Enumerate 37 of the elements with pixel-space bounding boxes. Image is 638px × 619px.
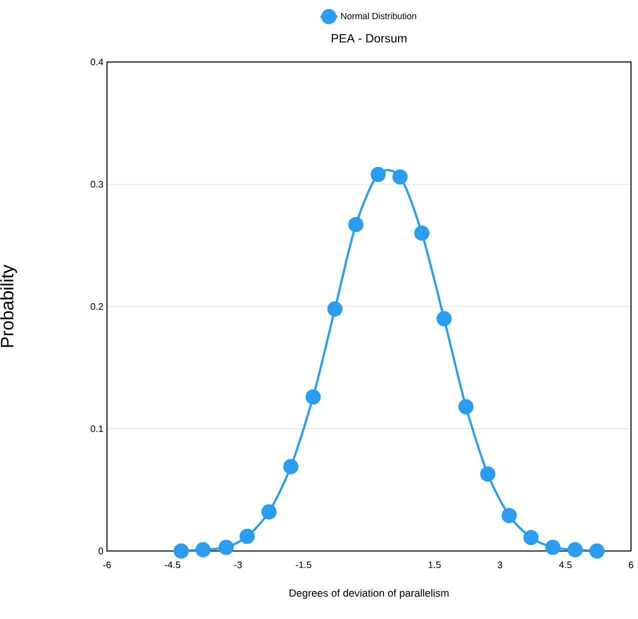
x-tick-label: 1.5	[428, 562, 441, 568]
x-tick-label: 6	[628, 562, 634, 568]
point	[502, 508, 517, 524]
y-axis-title: Probability	[0, 264, 18, 347]
x-tick-label: -4.5	[164, 562, 180, 568]
x-axis-title: Degrees of deviation of parallelism	[290, 589, 449, 599]
point	[436, 311, 452, 326]
point	[480, 466, 496, 482]
y-tick-label: 0	[98, 548, 104, 554]
x-tick-label: 4.5	[559, 562, 572, 568]
y-tick-label: 0.3	[90, 180, 104, 188]
x-tick-label: -6	[103, 562, 111, 568]
y-tick-label: 0.4	[90, 58, 104, 66]
y-tick-label: 0.2	[90, 303, 104, 310]
point	[306, 389, 321, 405]
point	[261, 504, 277, 520]
point	[545, 540, 560, 555]
point	[218, 540, 234, 555]
x-tick-label: -3	[234, 562, 242, 568]
x-tick-label: 3	[498, 562, 502, 568]
point	[589, 543, 605, 559]
point	[370, 166, 386, 182]
point	[568, 542, 583, 558]
point	[240, 528, 255, 544]
point	[195, 542, 211, 558]
x-tick-label: -1.5	[296, 562, 312, 568]
point	[283, 459, 298, 474]
point	[458, 399, 474, 414]
point	[414, 226, 430, 241]
point	[523, 530, 539, 546]
point	[392, 169, 408, 185]
y-tick-label: 0.1	[90, 425, 104, 432]
chart-title: PEA - Dorsum	[332, 34, 406, 42]
point	[348, 216, 364, 232]
point	[174, 543, 189, 559]
point	[327, 301, 343, 317]
legend-label: Normal Distribution	[341, 12, 416, 20]
